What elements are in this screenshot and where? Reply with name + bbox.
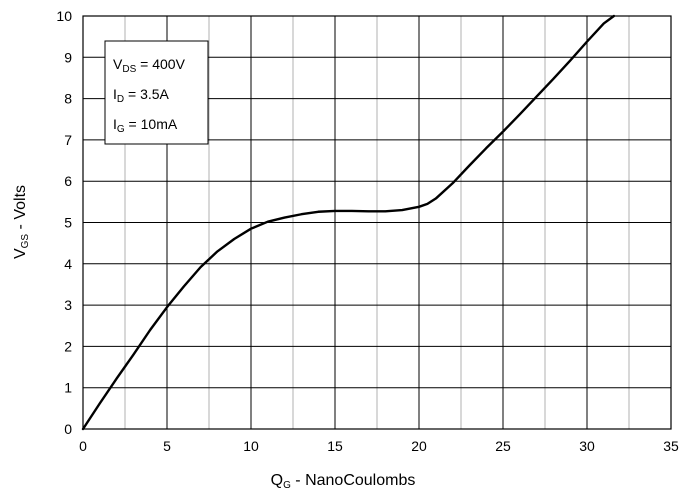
x-tick-label: 10	[243, 438, 259, 454]
y-axis-title: VGS - Volts	[12, 185, 31, 259]
y-axis-title-rest: - Volts	[12, 185, 29, 234]
legend-entry-subscript: DS	[122, 64, 136, 75]
y-axis-title-main: V	[12, 248, 29, 259]
y-tick-label: 5	[64, 215, 72, 231]
x-axis-title: QG - NanoCoulombs	[271, 472, 416, 491]
y-tick-label: 2	[64, 338, 72, 354]
tick-labels: 0 5 10 15 20 25 30 35 0 1 2 3 4 5 6 7 8 9 10	[56, 8, 679, 454]
legend-entry: IG = 10mA	[113, 116, 178, 135]
x-axis-title-sub: G	[283, 480, 291, 491]
gate-charge-curve	[81, 14, 616, 431]
x-tick-label: 20	[411, 438, 427, 454]
x-axis-title-rest: - NanoCoulombs	[291, 472, 416, 489]
legend-entry-value: = 10mA	[125, 116, 178, 132]
legend-entry-symbol: I	[113, 116, 117, 132]
y-axis-title-sub: GS	[20, 234, 31, 249]
x-tick-label: 30	[579, 438, 595, 454]
legend-entry-subscript: G	[117, 124, 125, 135]
plot-frame	[82, 15, 672, 430]
y-tick-label: 0	[64, 421, 72, 437]
legend-entry: ID = 3.5A	[113, 86, 170, 105]
legend-entry-symbol: I	[113, 86, 117, 102]
legend-entry-symbol: V	[113, 56, 123, 72]
x-tick-label: 0	[79, 438, 87, 454]
y-tick-label: 3	[64, 297, 72, 313]
x-tick-label: 5	[163, 438, 171, 454]
y-tick-label: 9	[64, 49, 72, 65]
y-tick-label: 8	[64, 91, 72, 107]
legend-entry: VDS = 400V	[113, 56, 186, 75]
y-tick-label: 4	[64, 256, 72, 272]
grid-lines	[82, 15, 672, 430]
x-tick-label: 35	[663, 438, 679, 454]
x-axis-title-main: Q	[271, 472, 283, 489]
legend-box	[104, 40, 209, 145]
legend-entry-value: = 3.5A	[124, 86, 169, 102]
y-tick-label: 6	[64, 173, 72, 189]
x-tick-label: 25	[495, 438, 511, 454]
legend-entry-value: = 400V	[136, 56, 185, 72]
legend-entry-subscript: D	[117, 94, 124, 105]
y-tick-label: 1	[64, 380, 72, 396]
y-tick-label: 7	[64, 132, 72, 148]
y-tick-label: 10	[56, 8, 72, 24]
x-tick-label: 15	[327, 438, 343, 454]
